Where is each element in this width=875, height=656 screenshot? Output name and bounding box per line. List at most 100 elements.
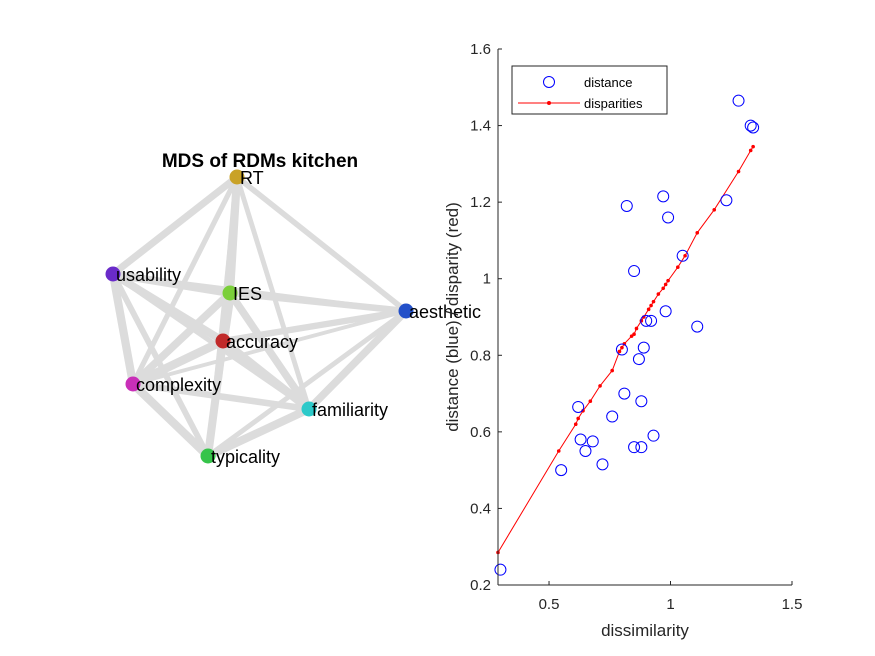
distance-point (691, 320, 704, 333)
mds-edge (305, 307, 410, 413)
mds-node-label: accuracy (226, 332, 298, 352)
mds-edge (128, 336, 228, 389)
x-ticks: 0.5 1 1.5 (539, 581, 802, 613)
distance-point (632, 353, 645, 366)
x-tick-label: 1 (666, 596, 674, 613)
distance-point (628, 441, 641, 454)
distance-point (647, 429, 660, 442)
mds-edge (205, 308, 409, 459)
distance-point (635, 441, 648, 454)
y-tick-label: 1.6 (470, 41, 491, 58)
mds-node-typicality (200, 448, 216, 464)
distance-point (574, 433, 587, 446)
mds-edge (203, 404, 314, 461)
mds-edge (108, 269, 138, 389)
mds-title: MDS of RDMs kitchen (162, 151, 358, 172)
mds-node-rt (229, 169, 245, 185)
shepard-plot-panel: 0.5 1 1.5 0.2 0.4 0.6 0.8 1 1.2 1.4 1.6 dissimila… (443, 41, 802, 640)
mds-edge (226, 289, 410, 315)
mds-edge (129, 289, 234, 388)
disparity-point (598, 384, 602, 388)
legend-label-disparities: disparities (584, 96, 643, 111)
mds-edge (234, 174, 409, 314)
mds-node-label: IES (233, 284, 262, 304)
distance-point (637, 341, 650, 354)
distance-point (579, 445, 592, 457)
disparity-point (634, 326, 639, 331)
y-tick-label: 1.2 (470, 194, 491, 211)
disparity-point (666, 278, 670, 283)
mds-edge (218, 336, 314, 414)
x-tick-label: 0.5 (539, 596, 560, 613)
mds-node-usability (105, 266, 121, 282)
y-tick-label: 0.4 (470, 500, 491, 517)
disparity-point (573, 422, 578, 427)
mds-node-label: usability (116, 265, 181, 285)
disparity-point (610, 368, 614, 373)
mds-node-label: complexity (136, 375, 221, 395)
distance-point (659, 305, 672, 318)
distance-point (744, 119, 757, 132)
y-tick-label: 0.2 (470, 577, 491, 594)
distance-point (640, 314, 653, 327)
disparity-point (576, 416, 580, 421)
mds-edge (131, 309, 408, 386)
disparity-point (661, 286, 666, 291)
mds-node-aesthetic (398, 303, 414, 319)
disparity-point (632, 332, 636, 337)
distance-point (628, 265, 641, 278)
disparity-point (712, 208, 717, 212)
legend-marker-distance (543, 76, 555, 88)
disparity-point (695, 230, 700, 235)
mds-node-label: RT (240, 168, 264, 188)
distance-point (645, 314, 658, 327)
mds-edge (109, 173, 241, 278)
y-axis-label: distance (blue) / disparity (red) (443, 202, 462, 432)
distance-point (676, 249, 689, 262)
distance-point (596, 458, 609, 471)
distance-point (586, 435, 599, 448)
mds-node-accuracy (215, 333, 231, 349)
legend-marker-disparities (547, 101, 551, 105)
y-tick-label: 1 (483, 271, 491, 288)
legend: distance disparities (511, 65, 668, 115)
legend-box (511, 65, 668, 115)
legend-label-distance: distance (584, 75, 632, 90)
distance-point (606, 410, 619, 423)
disparity-point (736, 169, 741, 174)
disparity-point (651, 299, 656, 304)
distance-point (635, 395, 648, 408)
distance-point (494, 563, 507, 576)
mds-network-panel: RT usability IES aesthetic accuracy complexit… (105, 151, 481, 467)
mds-edge (128, 379, 213, 461)
distance-point (615, 343, 628, 356)
mds-node-familiarity (301, 401, 317, 417)
mds-nodes: RT usability IES aesthetic accuracy complexit… (105, 168, 481, 467)
distance-point (662, 211, 675, 224)
distance-point (618, 387, 631, 400)
mds-edge (110, 271, 211, 459)
y-tick-label: 0.8 (470, 347, 491, 364)
disparity-point (581, 409, 585, 413)
disparity-point (556, 449, 561, 453)
distance-point (747, 121, 760, 134)
mds-node-label: aesthetic (409, 302, 481, 322)
disparity-point (588, 399, 593, 404)
mds-edge (129, 380, 313, 413)
mds-node-ies (222, 285, 238, 301)
disparity-point (656, 292, 661, 296)
mds-node-label: typicality (211, 447, 280, 467)
disparity-point (748, 148, 753, 153)
y-tick-label: 0.6 (470, 424, 491, 441)
x-axis-label: dissimilarity (601, 621, 689, 640)
disparity-point (751, 144, 755, 149)
disparity-point (676, 265, 680, 270)
disparity-point (620, 345, 624, 350)
distance-point (720, 194, 733, 207)
disparity-point (646, 307, 651, 312)
mds-node-label: familiarity (312, 400, 388, 420)
shepard-series (494, 94, 760, 576)
mds-node-complexity (125, 376, 141, 392)
distance-point (620, 199, 633, 212)
mds-edge (219, 307, 410, 345)
